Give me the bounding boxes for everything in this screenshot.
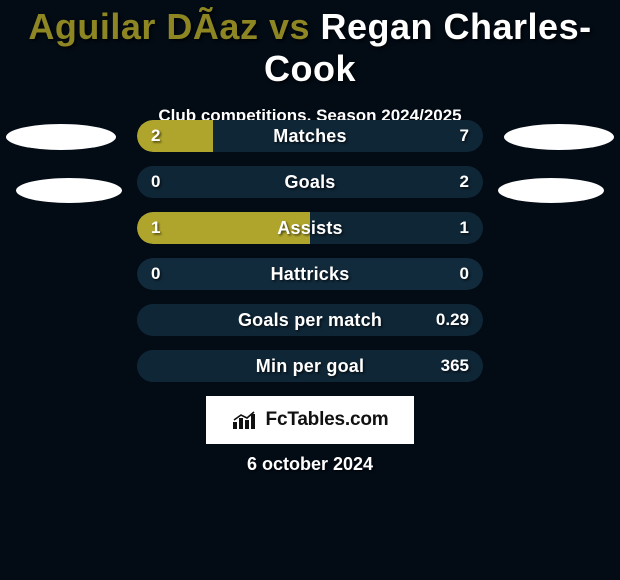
stat-value-left: 2 — [151, 120, 160, 152]
vs-separator: vs — [258, 6, 320, 47]
branding-text: FcTables.com — [266, 409, 389, 431]
stat-value-right: 0 — [460, 258, 469, 290]
stat-value-left: 1 — [151, 212, 160, 244]
stat-label: Goals — [137, 166, 483, 198]
date-label: 6 october 2024 — [0, 454, 620, 475]
stat-row: Assists1 1 — [137, 212, 483, 244]
player1-avatar-placeholder-2 — [16, 178, 122, 203]
stat-row: Goals per match0.29 — [137, 304, 483, 336]
player1-avatar-placeholder-1 — [6, 124, 116, 150]
fctables-logo-icon — [232, 410, 260, 430]
stat-value-left: 0 — [151, 166, 160, 198]
stat-row: Hattricks0 0 — [137, 258, 483, 290]
stat-label: Hattricks — [137, 258, 483, 290]
stat-value-right: 7 — [460, 120, 469, 152]
stat-label: Goals per match — [137, 304, 483, 336]
stat-value-right: 2 — [460, 166, 469, 198]
stat-value-right: 365 — [441, 350, 469, 382]
stat-label: Min per goal — [137, 350, 483, 382]
stat-value-right: 1 — [460, 212, 469, 244]
stat-row: Matches2 7 — [137, 120, 483, 152]
stat-value-right: 0.29 — [436, 304, 469, 336]
stat-value-left: 0 — [151, 258, 160, 290]
player1-name: Aguilar DÃ­az — [28, 6, 258, 47]
stat-row: Goals0 2 — [137, 166, 483, 198]
stat-row: Min per goal365 — [137, 350, 483, 382]
branding-badge: FcTables.com — [206, 396, 414, 444]
player2-avatar-placeholder-2 — [498, 178, 604, 203]
stat-label: Assists — [137, 212, 483, 244]
stat-label: Matches — [137, 120, 483, 152]
player2-avatar-placeholder-1 — [504, 124, 614, 150]
comparison-title: Aguilar DÃ­az vs Regan Charles-Cook — [0, 0, 620, 90]
stats-bars: Matches27Goals02Assists11Hattricks00Goal… — [137, 120, 483, 396]
